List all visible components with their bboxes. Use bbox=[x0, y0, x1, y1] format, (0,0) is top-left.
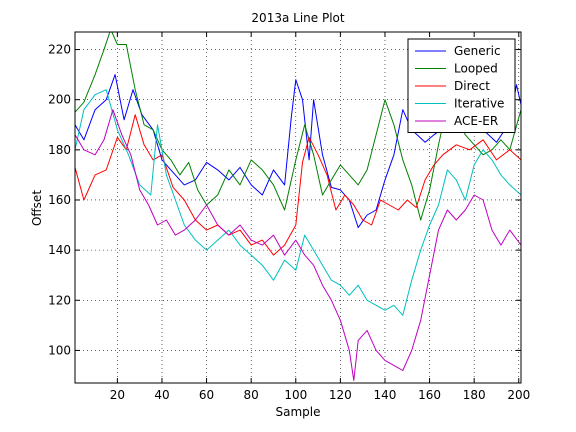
y-axis-label: Offset bbox=[30, 190, 44, 226]
x-axis-label: Sample bbox=[276, 405, 321, 419]
legend-label: Looped bbox=[454, 62, 498, 76]
x-tick-label: 140 bbox=[374, 388, 397, 402]
series-line-direct bbox=[75, 114, 521, 256]
legend-label: ACE-ER bbox=[454, 114, 498, 128]
legend-label: Generic bbox=[454, 44, 501, 58]
legend: Generic Looped Direct Iterative ACE-ER bbox=[407, 38, 516, 133]
x-tick-label: 120 bbox=[329, 388, 352, 402]
legend-label: Iterative bbox=[454, 97, 504, 111]
x-tick-label: 40 bbox=[154, 388, 169, 402]
ticks: 20 40 60 80 100 120 140 160 180 200 100 120 140 160 18… bbox=[48, 32, 530, 402]
y-tick-label: 180 bbox=[48, 143, 71, 157]
plot-frame bbox=[74, 31, 522, 384]
legend-label: Direct bbox=[454, 79, 490, 93]
x-tick-label: 60 bbox=[199, 388, 214, 402]
y-tick-label: 200 bbox=[48, 93, 71, 107]
x-tick-label: 160 bbox=[418, 388, 441, 402]
y-tick-label: 220 bbox=[48, 43, 71, 57]
chart-title: 2013a Line Plot bbox=[251, 11, 344, 25]
y-tick-label: 120 bbox=[48, 293, 71, 307]
x-tick-label: 20 bbox=[110, 388, 125, 402]
y-tick-label: 160 bbox=[48, 193, 71, 207]
x-tick-label: 180 bbox=[463, 388, 486, 402]
x-tick-label: 80 bbox=[244, 388, 259, 402]
y-tick-label: 100 bbox=[48, 343, 71, 357]
series-line-iterative bbox=[75, 89, 521, 316]
grid bbox=[75, 32, 521, 383]
series-line-ace-er bbox=[75, 109, 521, 381]
x-tick-label: 200 bbox=[507, 388, 530, 402]
y-tick-label: 140 bbox=[48, 243, 71, 257]
x-tick-label: 100 bbox=[284, 388, 307, 402]
